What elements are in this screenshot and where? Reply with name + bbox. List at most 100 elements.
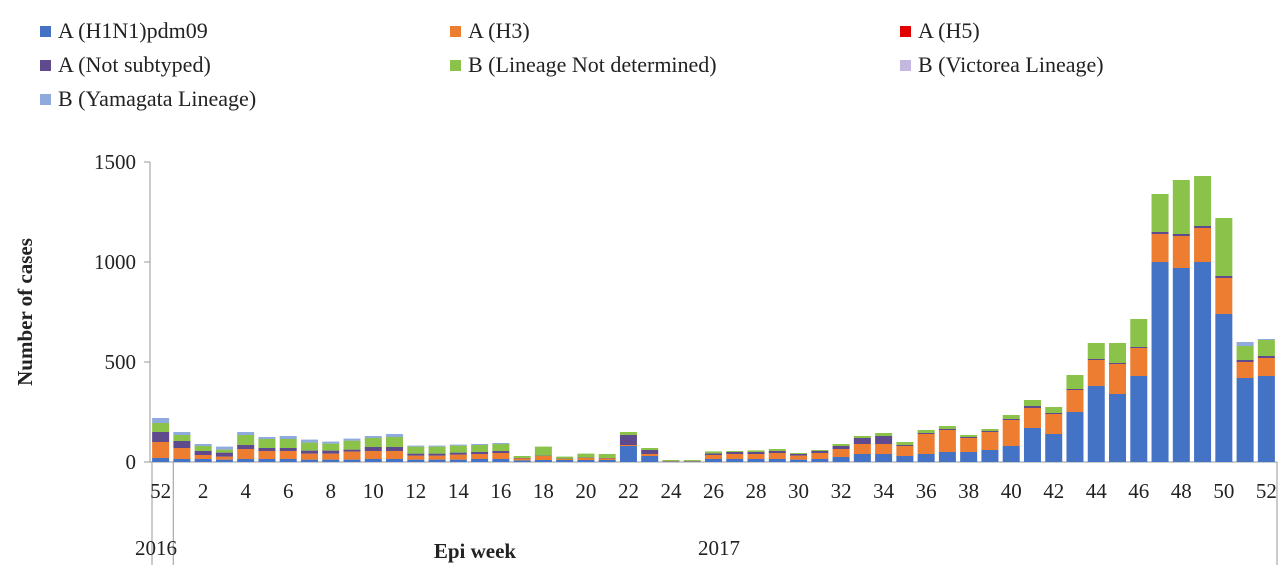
bar-segment: [1257, 356, 1275, 358]
bar-segment: [1257, 376, 1275, 462]
x-tick-label: 52: [1256, 479, 1277, 503]
bar-segment: [152, 418, 170, 423]
bar-segment: [768, 451, 786, 453]
x-tick-label: 46: [1128, 479, 1149, 503]
bar-segment: [747, 450, 765, 452]
bar-segment: [875, 444, 893, 454]
bar-segment: [300, 453, 318, 460]
bar-segment: [896, 456, 914, 462]
bar-segment: [619, 445, 637, 446]
bar-segment: [1172, 236, 1190, 268]
bar-segment: [981, 432, 999, 450]
x-tick-label: 14: [448, 479, 470, 503]
bar-segment: [1023, 400, 1041, 406]
bar-segment: [981, 429, 999, 431]
bar-segment: [279, 439, 297, 448]
bar-segment: [917, 454, 935, 462]
bar-segment: [237, 449, 255, 459]
x-tick-label: 8: [326, 479, 337, 503]
bar-segment: [449, 445, 467, 453]
legend-item: B (Victorea Lineage): [900, 52, 1104, 78]
bar-segment: [853, 454, 871, 462]
bar-segment: [1215, 276, 1233, 278]
bar-segment: [449, 454, 467, 460]
bar-segment: [449, 459, 467, 462]
bar-segment: [258, 437, 276, 439]
bar-segment: [1109, 343, 1127, 363]
bar-segment: [790, 459, 808, 462]
legend-item: B (Lineage Not determined): [450, 52, 717, 78]
bar-segment: [1087, 343, 1105, 359]
bar-segment: [917, 430, 935, 433]
bar-segment: [215, 452, 233, 457]
bar-segment: [790, 455, 808, 460]
bar-segment: [704, 459, 722, 462]
bar-segment: [258, 451, 276, 459]
bar-segment: [300, 442, 318, 451]
bar-segment: [917, 433, 935, 434]
bar-segment: [811, 459, 829, 462]
bar-segment: [726, 459, 744, 462]
bar-segment: [237, 432, 255, 435]
bar-segment: [619, 435, 637, 445]
bar-segment: [747, 452, 765, 454]
legend-swatch: [900, 25, 911, 37]
bar-segment: [832, 446, 850, 449]
bar-segment: [577, 458, 595, 460]
legend-swatch: [40, 25, 51, 37]
bar-segment: [428, 445, 446, 447]
bar-segment: [471, 452, 489, 454]
legend-item: B (Yamagata Lineage): [40, 86, 256, 112]
bar-segment: [237, 435, 255, 445]
bar-segment: [279, 448, 297, 451]
bar-segment: [917, 434, 935, 454]
legend-item: A (H1N1)pdm09: [40, 18, 208, 44]
bar-segment: [598, 460, 616, 462]
bar-segment: [981, 450, 999, 462]
bar-segment: [407, 453, 425, 456]
bar-segment: [173, 459, 191, 462]
bar-segment: [1002, 415, 1020, 419]
bar-segment: [364, 436, 382, 438]
bar-segment: [832, 457, 850, 462]
bar-segment: [492, 443, 510, 444]
bar-segment: [513, 458, 531, 461]
year-label: 2017: [698, 536, 740, 560]
bar-segment: [428, 459, 446, 462]
year-label: 2016: [135, 536, 177, 560]
bar-segment: [1109, 364, 1127, 394]
bar-segment: [726, 451, 744, 452]
y-tick-label: 500: [105, 350, 137, 374]
x-tick-label: 20: [575, 479, 596, 503]
bar-segment: [1130, 376, 1148, 462]
x-tick-label: 2: [198, 479, 209, 503]
bar-segment: [747, 459, 765, 462]
x-tick-label: 4: [240, 479, 251, 503]
legend-label: B (Victorea Lineage): [918, 52, 1104, 77]
bar-segment: [704, 451, 722, 454]
bar-segment: [641, 448, 659, 450]
bar-segment: [194, 459, 212, 462]
x-tick-label: 48: [1171, 479, 1192, 503]
bar-segment: [768, 449, 786, 451]
legend-label: B (Yamagata Lineage): [58, 86, 257, 111]
bar-segment: [364, 451, 382, 459]
bar-segment: [471, 445, 489, 452]
bar-segment: [1002, 419, 1020, 420]
x-tick-label: 32: [831, 479, 852, 503]
x-tick-label: 6: [283, 479, 294, 503]
bar-segment: [215, 456, 233, 460]
bar-segment: [492, 459, 510, 462]
bar-segment: [960, 438, 978, 452]
bar-segment: [258, 459, 276, 462]
legend-swatch: [450, 25, 461, 37]
x-tick-label: 50: [1213, 479, 1234, 503]
bar-segment: [1151, 262, 1169, 462]
bar-segment: [704, 453, 722, 455]
bar-segment: [386, 451, 404, 459]
bar-segment: [1045, 413, 1063, 414]
bar-segment: [1002, 420, 1020, 446]
bar-segment: [194, 455, 212, 459]
bar-segment: [279, 451, 297, 459]
